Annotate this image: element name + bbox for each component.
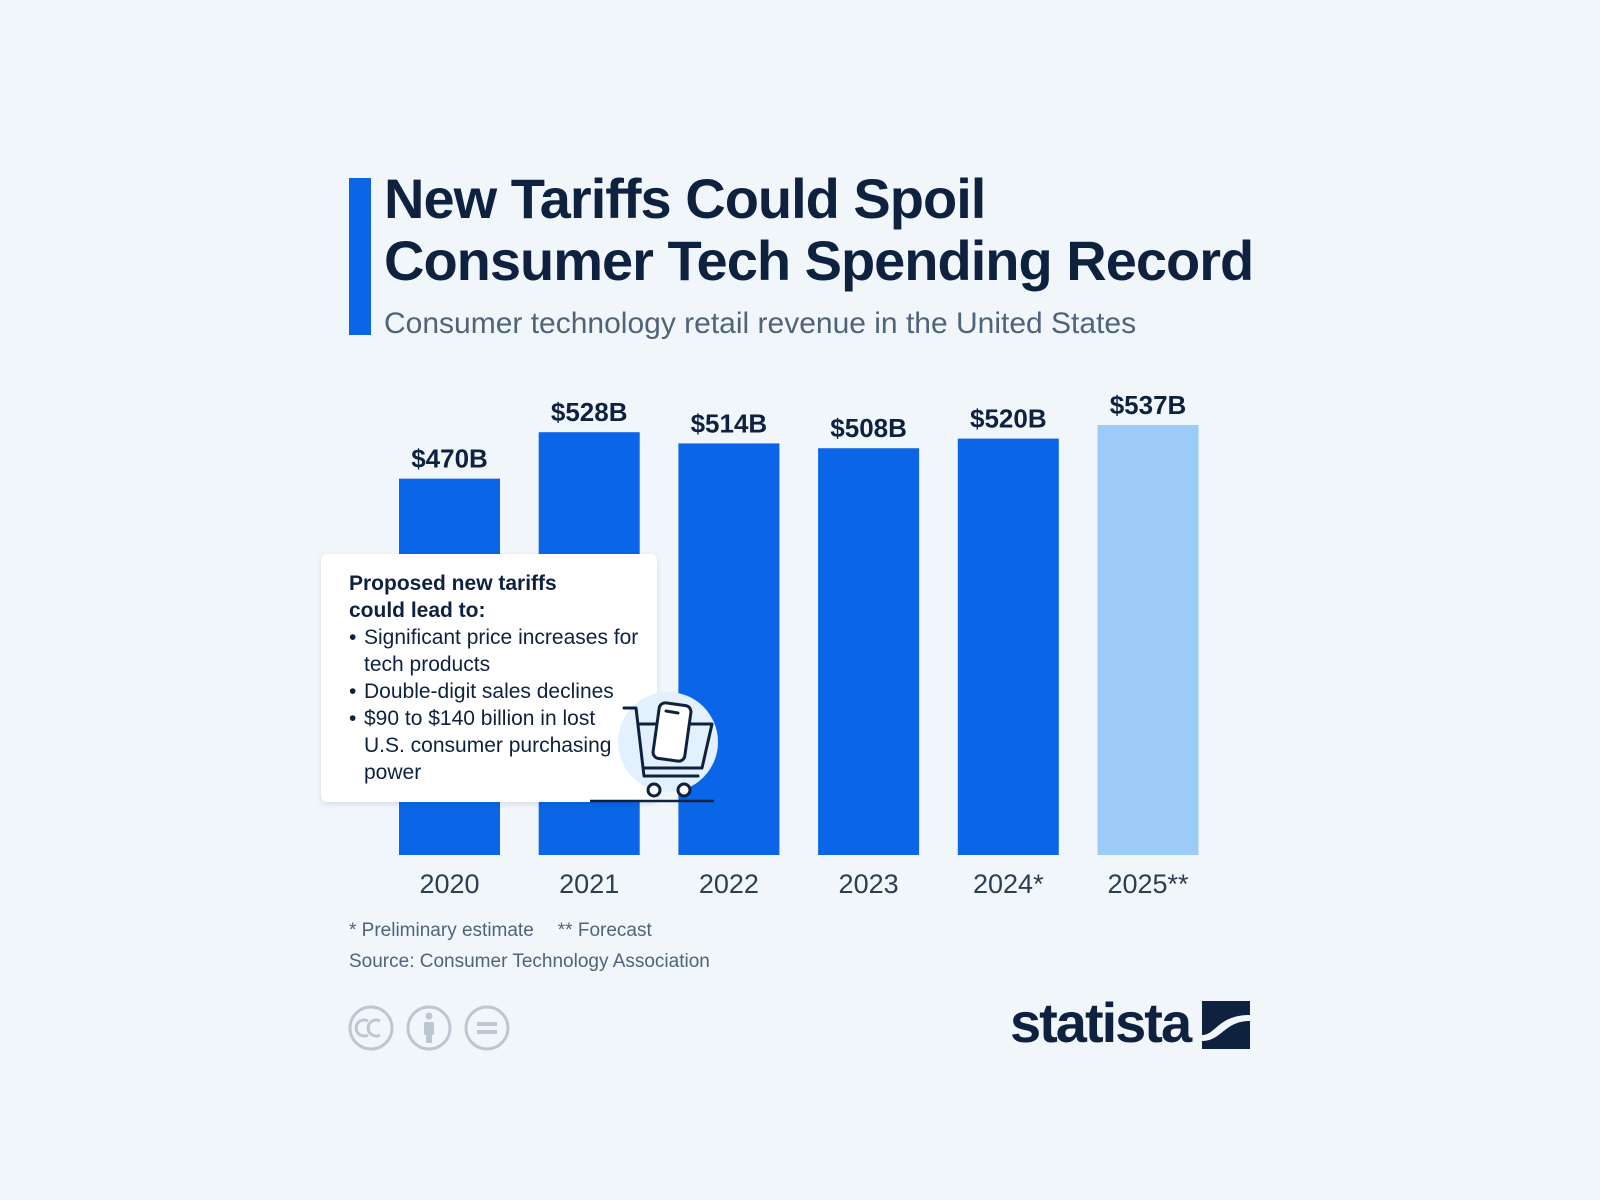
x-tick-label-2020: 2020 — [419, 869, 479, 899]
callout-list: Significant price increases for tech pro… — [349, 624, 639, 786]
chart-subtitle: Consumer technology retail revenue in th… — [384, 307, 1137, 340]
value-label-2020: $470B — [411, 444, 488, 474]
bar-2025 — [1097, 425, 1199, 855]
callout-item-sales-declines: Double-digit sales declines — [349, 678, 639, 705]
statista-mark-icon — [1202, 1001, 1250, 1049]
shopping-cart-smartphone-icon — [590, 692, 718, 803]
footnote-forecast: ** Forecast — [557, 920, 652, 941]
title-line-1: New Tariffs Could Spoil — [384, 167, 986, 230]
x-tick-label-2025: 2025** — [1107, 869, 1189, 899]
tariff-callout-box: Proposed new tariffs could lead to: Sign… — [321, 554, 657, 802]
creative-commons-icon[interactable] — [348, 1005, 394, 1051]
title-line-2: Consumer Tech Spending Record — [384, 229, 1254, 292]
bar-2024 — [957, 438, 1059, 855]
attribution-icon[interactable] — [406, 1005, 452, 1051]
x-tick-label-2023: 2023 — [839, 869, 899, 899]
no-derivatives-icon[interactable] — [464, 1005, 510, 1051]
statista-wordmark: statista — [1010, 991, 1192, 1054]
x-tick-label-2022: 2022 — [699, 869, 759, 899]
bar-2022 — [678, 443, 780, 855]
license-icons — [348, 1005, 510, 1051]
chart-title: New Tariffs Could Spoil Consumer Tech Sp… — [384, 168, 1284, 292]
value-label-2022: $514B — [691, 408, 768, 438]
bar-2023 — [818, 448, 920, 855]
footnote-preliminary: * Preliminary estimate — [349, 920, 534, 941]
value-label-2021: $528B — [551, 397, 628, 427]
value-label-2024: $520B — [970, 404, 1047, 434]
title-accent-bar — [349, 178, 371, 335]
x-tick-label-2021: 2021 — [559, 869, 619, 899]
value-label-2023: $508B — [830, 413, 907, 443]
value-label-2025: $537B — [1110, 390, 1187, 420]
source-note: Source: Consumer Technology Association — [349, 951, 710, 972]
footnotes: * Preliminary estimate ** Forecast — [349, 919, 652, 943]
callout-heading: Proposed new tariffs could lead to: — [349, 572, 557, 622]
callout-item-purchasing-power: $90 to $140 billion in lost U.S. consume… — [349, 705, 639, 786]
callout-item-price-increases: Significant price increases for tech pro… — [349, 624, 639, 678]
x-tick-label-2024: 2024* — [973, 869, 1044, 899]
statista-logo[interactable]: statista — [1010, 992, 1260, 1054]
